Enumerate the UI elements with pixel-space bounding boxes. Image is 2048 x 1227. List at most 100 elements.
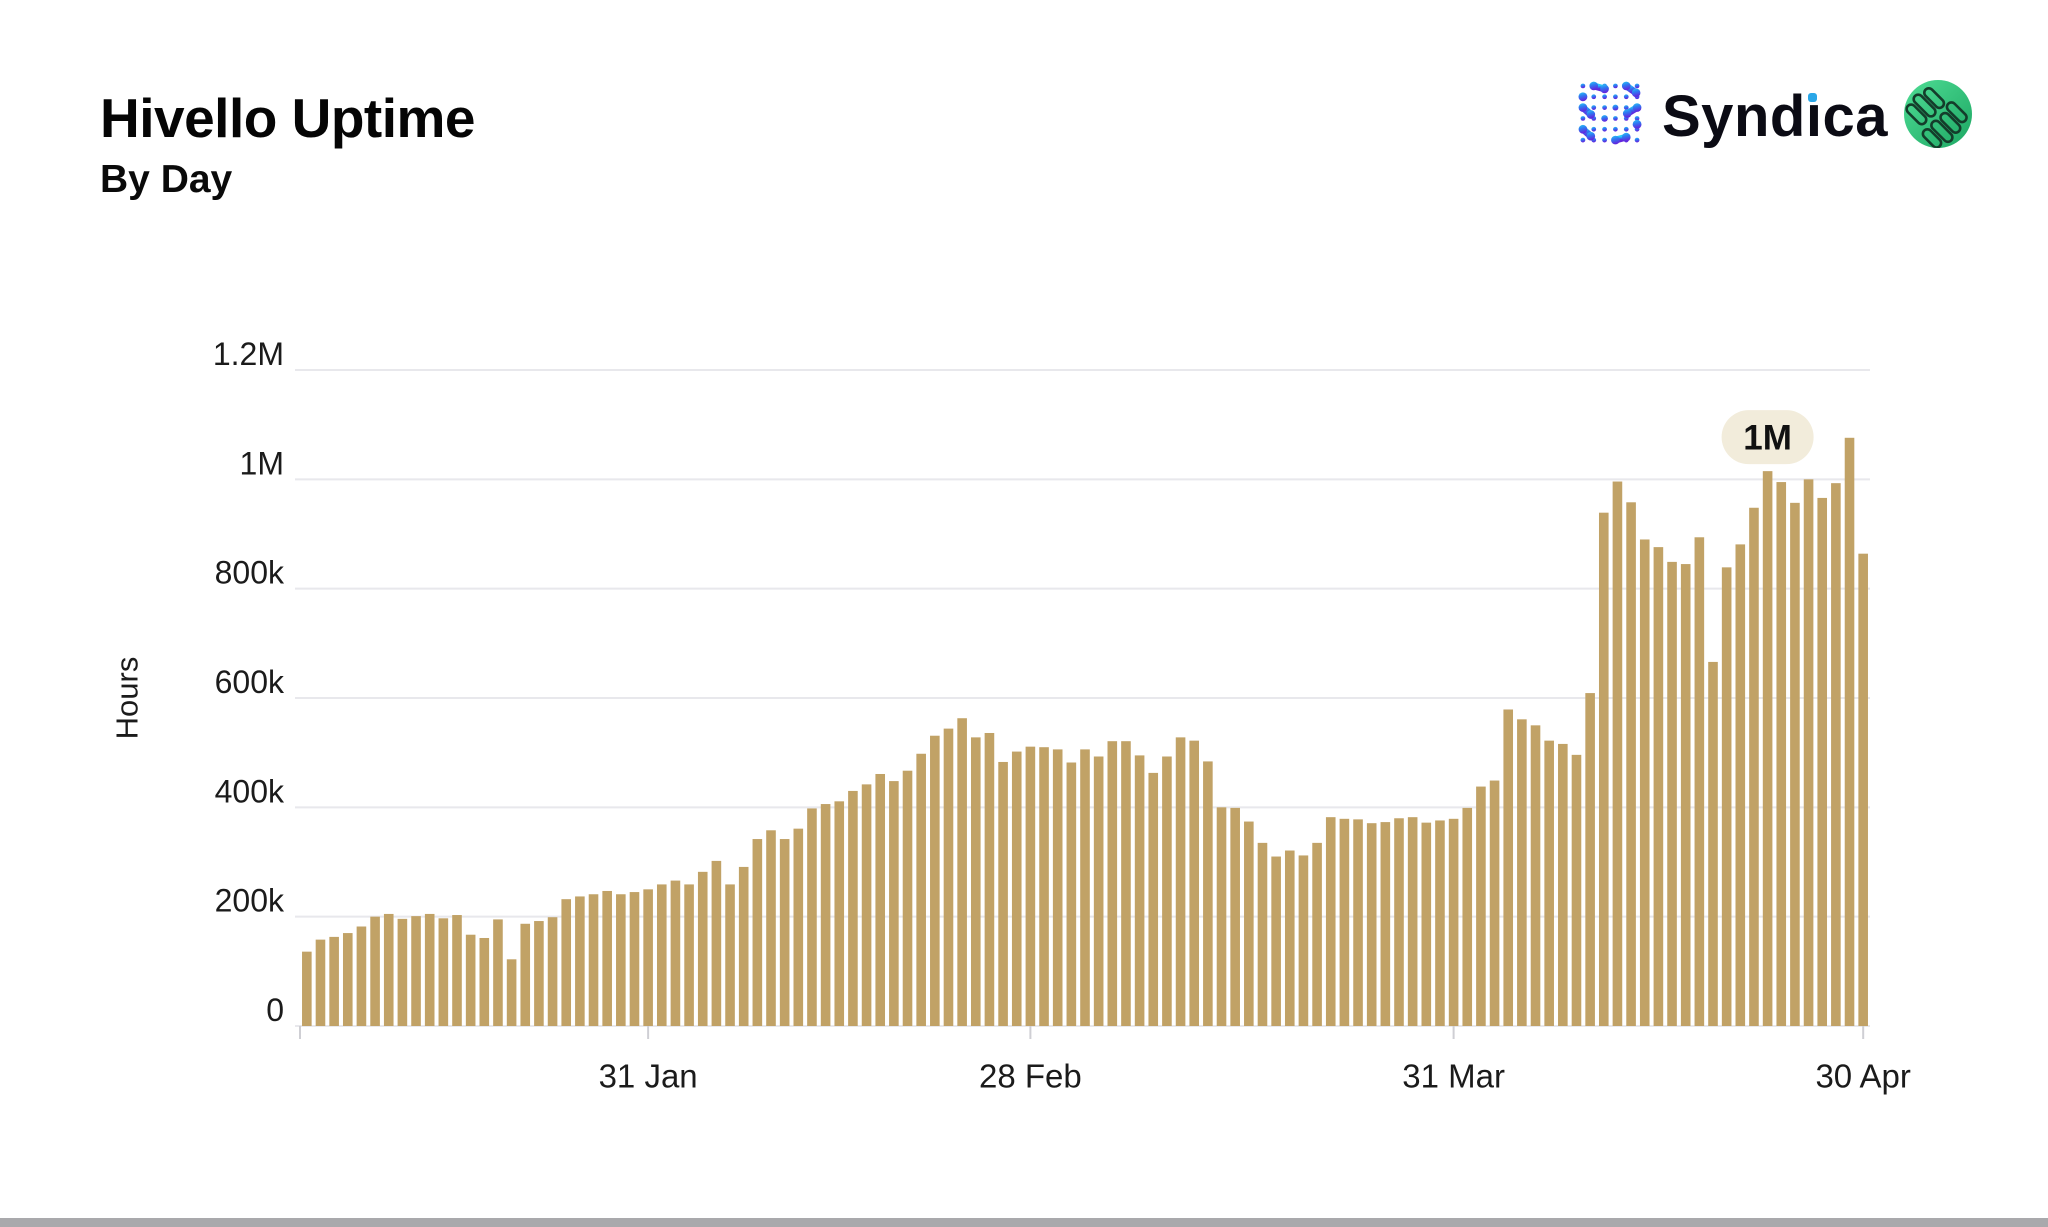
bar xyxy=(779,839,790,1026)
bar xyxy=(329,936,339,1026)
bar xyxy=(670,880,681,1026)
bar xyxy=(506,959,517,1026)
bar xyxy=(1462,807,1473,1026)
bar xyxy=(656,884,667,1026)
bar xyxy=(1380,822,1391,1026)
bar xyxy=(1080,749,1090,1026)
bottom-window-edge xyxy=(0,1218,2048,1227)
bar xyxy=(752,839,763,1026)
brand-area: Syndı ca xyxy=(1578,78,1972,154)
bar xyxy=(1121,741,1131,1026)
bar xyxy=(1325,817,1336,1026)
bar xyxy=(1612,481,1623,1026)
bar xyxy=(1353,819,1363,1026)
bar xyxy=(1339,818,1350,1026)
bar xyxy=(1626,502,1636,1026)
bar xyxy=(1476,786,1486,1026)
bar xyxy=(1189,740,1200,1026)
bar xyxy=(1817,497,1828,1026)
x-tick-label: 28 Feb xyxy=(979,1058,1082,1095)
bar xyxy=(1407,817,1418,1026)
bar xyxy=(493,919,503,1026)
bar xyxy=(793,828,804,1026)
bar xyxy=(738,866,749,1026)
y-tick-label: 800k xyxy=(215,555,285,591)
y-tick-label: 200k xyxy=(215,883,285,919)
bar xyxy=(807,808,817,1026)
syndica-dot-grid xyxy=(1578,81,1642,144)
bar xyxy=(1667,561,1677,1026)
bar xyxy=(1790,502,1800,1027)
bar xyxy=(1271,856,1281,1026)
annotation-badge xyxy=(1721,410,1814,465)
bar xyxy=(643,889,653,1026)
bar xyxy=(1148,772,1159,1026)
bar xyxy=(383,913,394,1026)
bar xyxy=(1858,553,1868,1026)
bar xyxy=(1803,479,1814,1026)
annotation-label: 1M xyxy=(1743,419,1792,458)
bar xyxy=(1366,823,1377,1026)
bar xyxy=(998,761,1008,1026)
bar xyxy=(1107,741,1118,1026)
bar xyxy=(1203,761,1213,1026)
bar xyxy=(1585,693,1595,1026)
x-tick-label: 30 Apr xyxy=(1815,1058,1910,1095)
bar xyxy=(902,770,913,1026)
bar xyxy=(916,753,926,1026)
bar xyxy=(1708,661,1718,1026)
bar xyxy=(1298,855,1309,1026)
bar xyxy=(820,804,831,1026)
bar xyxy=(766,830,776,1026)
x-tick-label: 31 Mar xyxy=(1402,1058,1505,1095)
bar xyxy=(1680,564,1691,1026)
y-tick-label: 600k xyxy=(215,664,285,700)
bar xyxy=(370,916,380,1026)
bar xyxy=(465,934,476,1026)
y-tick-label: 1M xyxy=(240,445,284,481)
bar xyxy=(1517,719,1527,1026)
bar xyxy=(1257,842,1268,1026)
bar xyxy=(547,917,558,1026)
bar xyxy=(1694,537,1705,1026)
bar xyxy=(575,896,585,1026)
bar xyxy=(397,918,408,1026)
bar xyxy=(1489,780,1500,1026)
bar xyxy=(1598,512,1609,1026)
bar xyxy=(1558,743,1568,1026)
bar xyxy=(315,939,326,1026)
bar xyxy=(356,926,367,1026)
bar xyxy=(424,913,435,1026)
bar xyxy=(1435,820,1445,1026)
syndica-wordmark: Syndı ca xyxy=(1662,83,1888,149)
bar xyxy=(889,781,899,1026)
bar xyxy=(875,773,886,1026)
bar xyxy=(848,790,858,1026)
bar xyxy=(561,899,572,1026)
bar xyxy=(957,718,967,1026)
bar xyxy=(1312,842,1322,1026)
bar xyxy=(1421,822,1432,1026)
bar xyxy=(438,918,449,1026)
bar xyxy=(588,894,599,1026)
bar xyxy=(1025,746,1036,1026)
x-tick-label: 31 Jan xyxy=(599,1058,698,1095)
bar xyxy=(1544,740,1554,1026)
bar xyxy=(943,728,954,1026)
bar xyxy=(1230,807,1240,1026)
bar xyxy=(1721,567,1732,1026)
bar xyxy=(520,923,531,1026)
bar xyxy=(1011,751,1022,1026)
y-tick-label: 400k xyxy=(215,773,285,809)
bar xyxy=(984,732,995,1026)
hivello-loop-pattern xyxy=(1905,86,1968,149)
syndica-logo-icon xyxy=(1578,80,1642,153)
bar xyxy=(1762,471,1773,1027)
page-subtitle: By Day xyxy=(100,158,233,201)
bar xyxy=(861,784,872,1026)
bar xyxy=(1530,725,1541,1026)
bar xyxy=(616,894,626,1026)
bar xyxy=(1749,507,1759,1026)
y-axis-title: Hours xyxy=(110,657,145,740)
